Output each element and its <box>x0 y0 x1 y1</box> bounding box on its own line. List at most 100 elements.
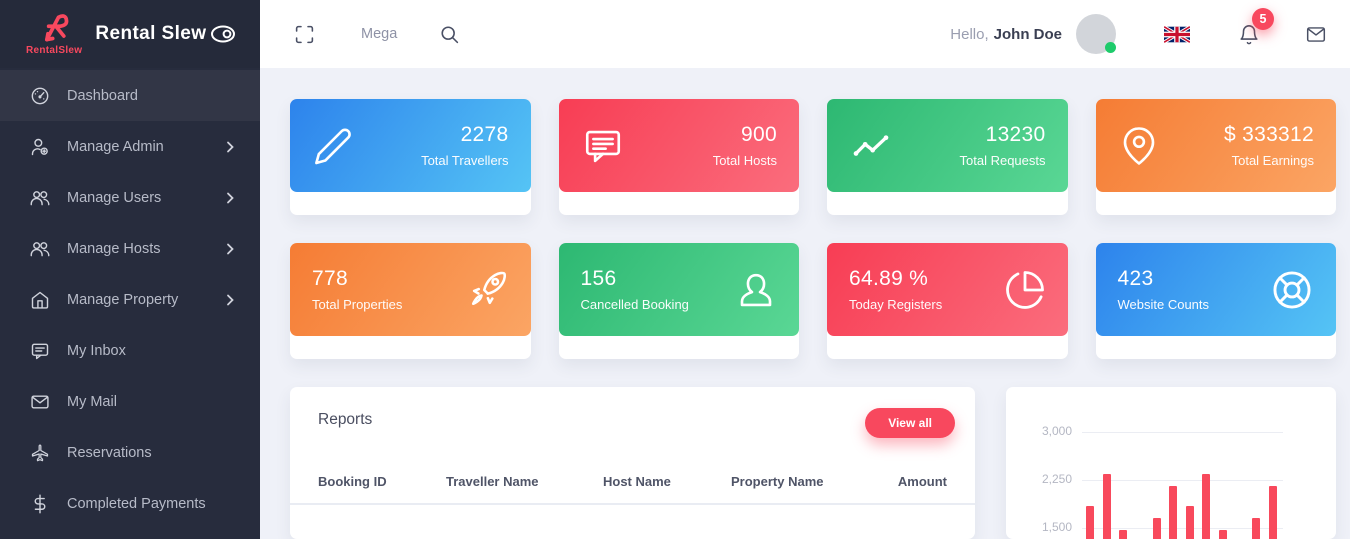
column-header-property-name: Property Name <box>731 474 824 489</box>
sidebar-item-manage-hosts[interactable]: Manage Hosts <box>0 223 260 274</box>
chart-bar <box>1169 486 1178 539</box>
reports-panel: Reports View all Booking ID Traveller Na… <box>290 387 975 539</box>
sidebar-item-label: Manage Hosts <box>67 240 161 257</box>
home-icon <box>30 290 50 310</box>
view-all-button[interactable]: View all <box>865 408 955 438</box>
stat-value: $ 333312 <box>1224 123 1314 146</box>
chart-bar <box>1152 518 1161 539</box>
topbar-right: Hello, John Doe 5 <box>950 7 1328 54</box>
sidebar-item-my-mail[interactable]: My Mail <box>0 376 260 427</box>
chart-bar <box>1086 505 1094 539</box>
bottom-row: Reports View all Booking ID Traveller Na… <box>290 387 1336 539</box>
stat-card-total-requests: 13230 Total Requests <box>827 99 1068 215</box>
stat-card-website-counts: 423 Website Counts <box>1095 243 1336 359</box>
mega-menu[interactable]: Mega <box>361 26 398 42</box>
sidebar-item-dashboard[interactable]: Dashboard <box>0 70 260 121</box>
column-header-host-name: Host Name <box>603 474 671 489</box>
sidebar-item-label: Reservations <box>67 444 152 461</box>
chevron-right-icon <box>226 141 234 153</box>
chart-y-tick-label: 2,250 <box>1041 472 1072 486</box>
messages-mail-icon[interactable] <box>1304 24 1328 45</box>
search-icon[interactable] <box>439 24 460 45</box>
sidebar-item-my-inbox[interactable]: My Inbox <box>0 325 260 376</box>
column-header-amount: Amount <box>897 474 947 489</box>
users-icon <box>30 188 50 208</box>
stat-card-total-properties: 778 Total Properties <box>290 243 531 359</box>
stat-value: 900 <box>741 123 777 146</box>
sidebar-item-label: My Inbox <box>67 342 126 359</box>
fullscreen-icon[interactable] <box>294 24 315 45</box>
stat-label: Cancelled Booking <box>580 297 689 312</box>
chart-bar <box>1269 486 1278 539</box>
sidebar-nav: Dashboard Manage Admin Manage Users <box>0 68 260 529</box>
sidebar-item-manage-users[interactable]: Manage Users <box>0 172 260 223</box>
stat-value: 156 <box>580 267 617 290</box>
rocket-icon <box>465 268 509 312</box>
lifebuoy-icon <box>1270 268 1314 312</box>
stat-cards-row-2: 778 Total Properties 156 Cancelled <box>290 243 1336 359</box>
stat-cards-row-1: 2278 Total Travellers 900 Total Hosts <box>290 99 1336 215</box>
chat-bubble-icon <box>581 125 625 167</box>
column-header-traveller-name: Traveller Name <box>446 474 539 489</box>
user-plus-icon <box>30 137 50 157</box>
sidebar-item-label: Manage Admin <box>67 138 164 155</box>
chart-gridline <box>1082 432 1283 433</box>
sidebar-item-label: Completed Payments <box>67 495 206 512</box>
column-header-booking-id: Booking ID <box>318 474 387 489</box>
users-icon <box>30 239 50 259</box>
sidebar-item-label: Manage Users <box>67 189 162 206</box>
chart-gridline <box>1082 480 1283 481</box>
brand-header: RentalSlew Rental Slew <box>0 0 260 68</box>
stat-label: Total Hosts <box>712 153 777 168</box>
sidebar-item-manage-admin[interactable]: Manage Admin <box>0 121 260 172</box>
plane-icon <box>30 443 50 463</box>
language-flag-icon[interactable] <box>1164 25 1190 43</box>
mail-icon <box>30 392 50 412</box>
sidebar-item-label: Dashboard <box>67 87 138 104</box>
stat-card-total-hosts: 900 Total Hosts <box>558 99 799 215</box>
chart-y-tick-label: 1,500 <box>1041 520 1072 534</box>
chevron-right-icon <box>226 192 234 204</box>
avatar[interactable] <box>1076 14 1116 54</box>
bar-chart-panel: 3,000 2,250 1,500 <box>1006 387 1336 539</box>
notification-count-badge[interactable]: 5 <box>1252 7 1274 30</box>
online-status-dot <box>1105 42 1116 53</box>
sidebar-toggle-icon[interactable] <box>210 25 236 43</box>
brand-logo[interactable]: RentalSlew <box>26 12 82 56</box>
chart-bar <box>1102 473 1111 539</box>
chart-bar <box>1185 505 1194 539</box>
pencil-icon <box>312 125 354 167</box>
main-content: 2278 Total Travellers 900 Total Hosts <box>260 68 1350 539</box>
rentalslew-logo-icon <box>34 12 74 44</box>
stat-label: Website Counts <box>1117 297 1210 312</box>
chart-bar <box>1202 473 1211 539</box>
sidebar-item-completed-payments[interactable]: Completed Payments <box>0 478 260 529</box>
stat-value: 2278 <box>460 123 509 146</box>
user-name: John Doe <box>993 25 1062 43</box>
pie-chart-icon <box>1004 269 1046 311</box>
reports-table-header: Booking ID Traveller Name Host Name Prop… <box>290 460 975 505</box>
chart-bar <box>1252 518 1261 539</box>
stat-card-cancelled-booking: 156 Cancelled Booking <box>558 243 799 359</box>
dashboard-icon <box>30 86 50 106</box>
chart-gridline <box>1082 528 1283 529</box>
logo-wordmark: RentalSlew <box>26 45 83 56</box>
reports-title: Reports <box>318 411 373 428</box>
stat-value: 64.89 % <box>849 267 929 290</box>
stat-card-today-registers: 64.89 % Today Registers <box>827 243 1068 359</box>
person-icon <box>735 268 777 312</box>
sidebar-item-label: My Mail <box>67 393 117 410</box>
stat-label: Today Registers <box>849 297 943 312</box>
stat-value: 13230 <box>985 123 1046 146</box>
greeting-text: Hello, John Doe <box>950 25 1062 43</box>
stat-card-total-earnings: $ 333312 Total Earnings <box>1095 99 1336 215</box>
sidebar-item-reservations[interactable]: Reservations <box>0 427 260 478</box>
line-chart-icon <box>849 126 893 166</box>
sidebar-item-manage-property[interactable]: Manage Property <box>0 274 260 325</box>
chevron-right-icon <box>226 294 234 306</box>
stat-label: Total Properties <box>312 297 403 312</box>
notifications-bell-icon[interactable]: 5 <box>1238 7 1274 46</box>
app-title: Rental Slew <box>95 23 207 44</box>
stat-label: Total Earnings <box>1231 153 1314 168</box>
topbar: Mega Hello, John Doe 5 <box>260 0 1350 68</box>
